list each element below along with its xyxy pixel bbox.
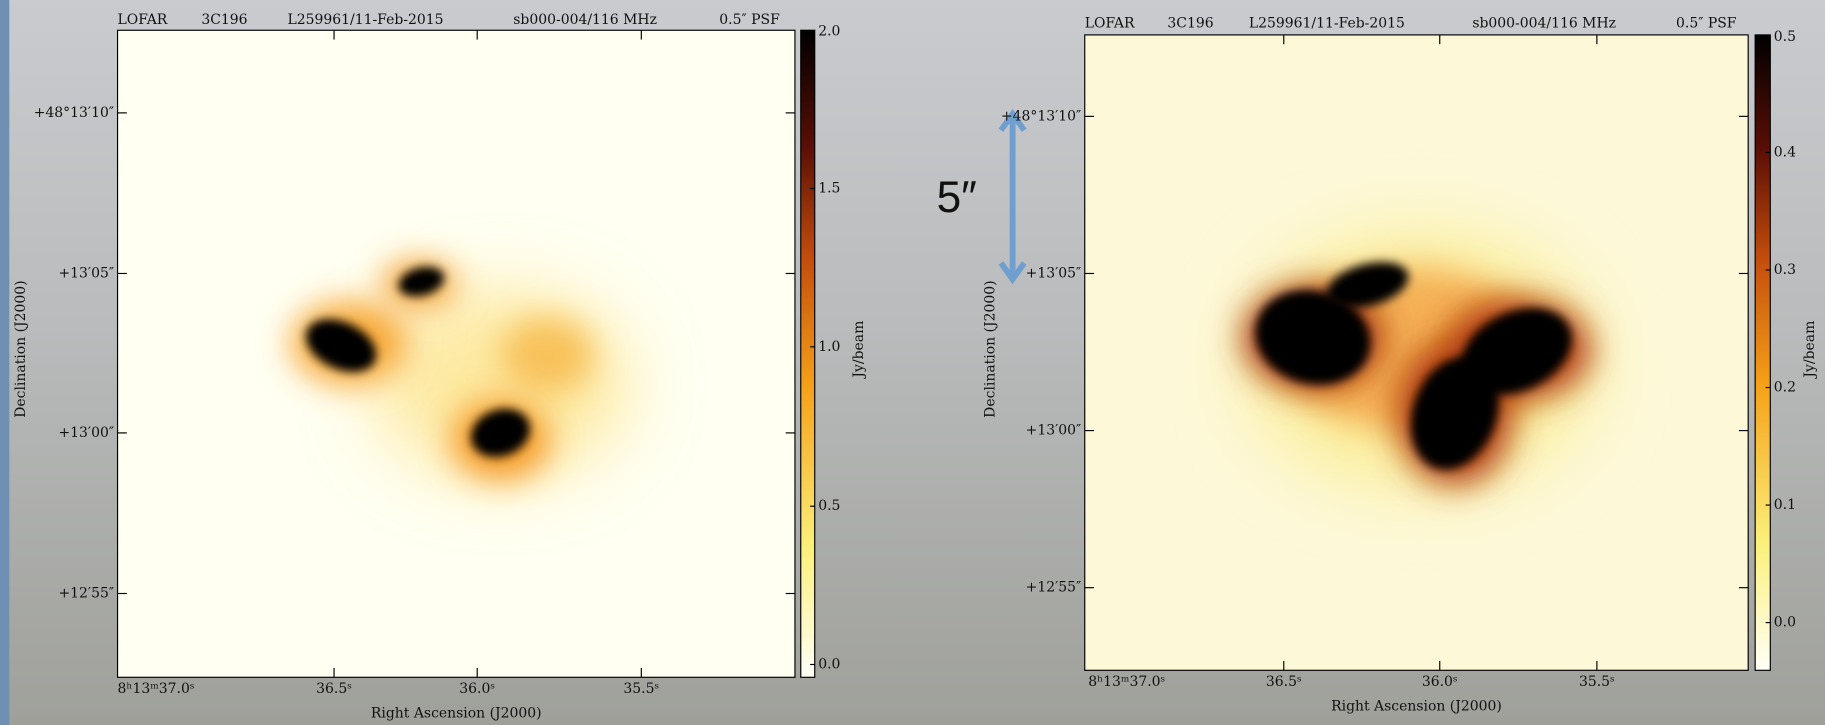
scale-label: 5″ [937,173,977,222]
x-tick-label: 36.5ˢ [1266,674,1302,690]
y-axis-title: Declination (J2000) [13,280,29,417]
image-right [1085,35,1748,670]
colorbar-tick-label: 0.4 [1774,144,1796,160]
colorbar [801,30,815,677]
y-tick-label: +13′00″ [1026,423,1082,439]
header-text: 0.5″ PSF [1676,15,1737,31]
colorbar-tick-label: 0.5 [818,498,840,514]
colorbar-tick-label: 0.1 [1774,497,1796,513]
colorbar-tick-label: 0.0 [818,656,840,672]
header-text: LOFAR [118,12,168,28]
x-tick-label: 36.0ˢ [1422,674,1458,690]
x-tick-label: 35.5ˢ [623,681,659,697]
x-tick-label: 36.5ˢ [316,681,352,697]
y-tick-label: +13′05″ [58,265,114,281]
slide: 5″ LOFAR 3C196 L259961/11-Feb-2015 sb000-00… [0,0,1825,725]
y-tick-label: +12′55″ [1026,580,1082,596]
y-tick-label: +48°13′10″ [34,105,114,121]
y-tick-label: +13′05″ [1026,265,1082,281]
header-text: L259961/11-Feb-2015 [1249,15,1405,31]
header-text: 3C196 [201,12,247,28]
colorbar-tick-label: 1.5 [818,181,840,197]
colorbar-title: Jy/beam [851,321,867,380]
header-text: LOFAR [1085,15,1135,31]
header-text: 3C196 [1167,15,1213,31]
x-tick-label: 8ʰ13ᵐ37.0ˢ [118,681,195,697]
header-text: 0.5″ PSF [719,12,780,28]
colorbar-tick-label: 0.2 [1774,380,1796,396]
x-axis-title: Right Ascension (J2000) [1331,698,1502,714]
colorbar-tick-label: 0.5 [1774,29,1796,45]
y-axis-title: Declination (J2000) [982,280,998,417]
header-text: L259961/11-Feb-2015 [287,12,443,28]
colorbar [1755,35,1770,670]
x-tick-label: 35.5ˢ [1579,674,1615,690]
y-tick-label: +48°13′10″ [1001,108,1081,124]
header-text: sb000-004/116 MHz [513,12,657,28]
colorbar-tick-label: 1.0 [818,339,840,355]
header-text: sb000-004/116 MHz [1472,15,1616,31]
y-tick-label: +12′55″ [58,585,114,601]
x-axis-title: Right Ascension (J2000) [371,705,542,721]
image-left [118,30,795,677]
x-tick-label: 36.0ˢ [459,681,495,697]
colorbar-tick-label: 0.3 [1774,262,1796,278]
y-tick-label: +13′00″ [58,425,114,441]
colorbar-tick-label: 0.0 [1774,615,1796,631]
colorbar-tick-label: 2.0 [818,23,840,39]
edge-bar [0,0,9,725]
colorbar-title: Jy/beam [1802,321,1818,380]
page: 5″ LOFAR 3C196 L259961/11-Feb-2015 sb000-00… [0,0,1825,725]
x-tick-label: 8ʰ13ᵐ37.0ˢ [1088,674,1165,690]
